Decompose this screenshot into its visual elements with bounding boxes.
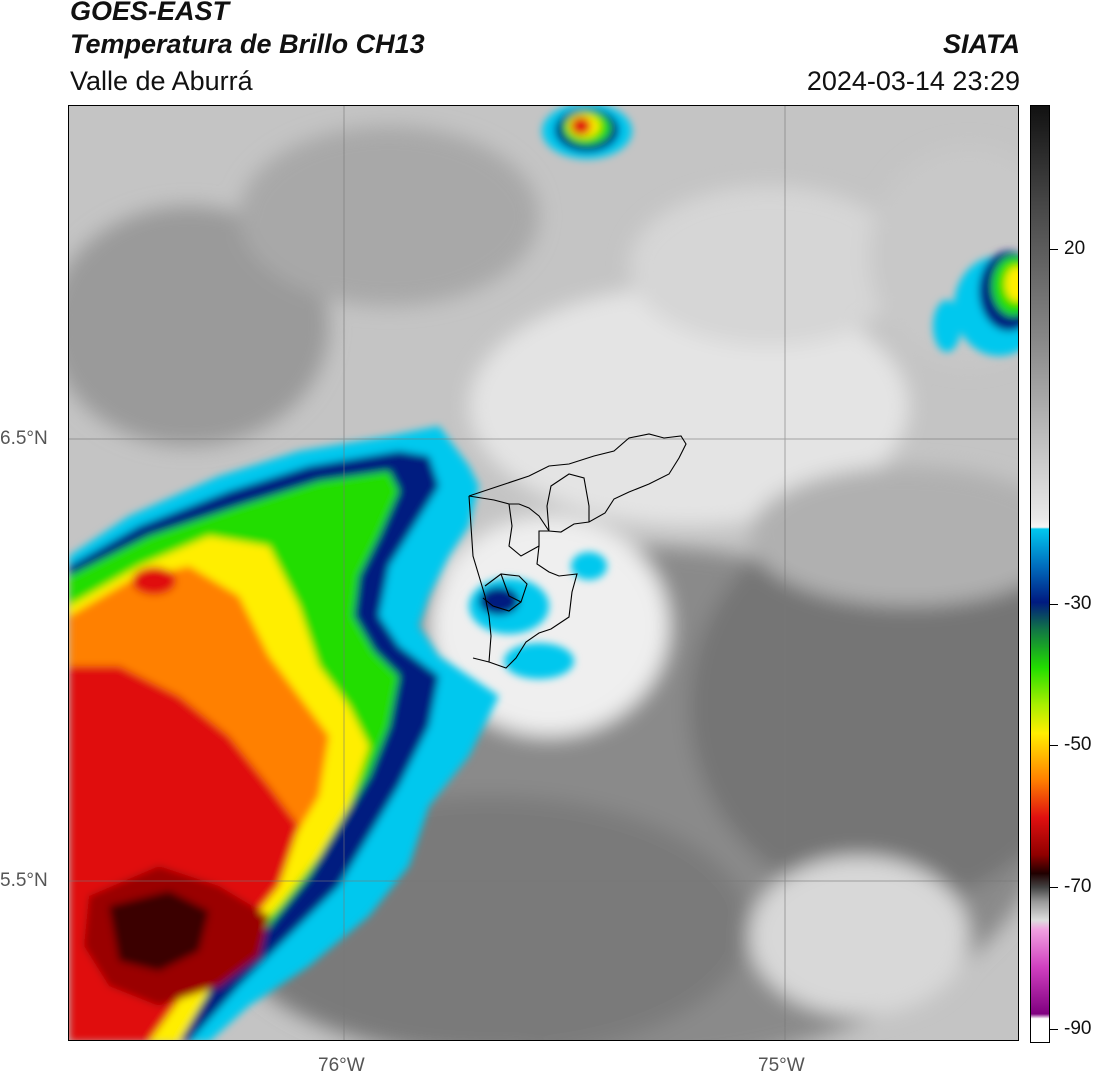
colorbar-tick-neg30 <box>1050 604 1058 606</box>
datetime-label: 2024-03-14 23:29 <box>806 66 1020 96</box>
colorbar-label-neg70: -70 <box>1064 876 1092 897</box>
lat-label-5-5: 5.5°N <box>0 870 48 891</box>
colorbar-label-neg30: -30 <box>1064 593 1092 614</box>
lon-label-76w: 76°W <box>318 1055 365 1076</box>
product-title: Temperatura de Brillo CH13 <box>70 29 425 59</box>
brightness-temperature-map[interactable] <box>68 105 1019 1041</box>
colorbar-label-20: 20 <box>1064 238 1086 259</box>
convective-system-west <box>69 426 499 1040</box>
satellite-title: GOES-EAST <box>70 0 230 26</box>
colorbar-tick-20 <box>1050 249 1058 251</box>
colorbar-label-neg90: -90 <box>1064 1018 1092 1039</box>
convective-cell-north <box>542 106 632 159</box>
warm-cloud-field <box>69 126 1018 1040</box>
temperature-colorbar <box>1030 105 1050 1043</box>
colorbar-tick-neg50 <box>1050 745 1058 747</box>
colorbar-label-neg50: -50 <box>1064 734 1092 755</box>
colorbar-tick-neg70 <box>1050 887 1058 889</box>
municipal-boundaries <box>468 433 687 669</box>
colorbar-tick-neg90 <box>1050 1029 1058 1031</box>
convective-cell-east <box>933 251 1018 356</box>
lon-label-75w: 75°W <box>758 1055 805 1076</box>
lat-label-6-5: 6.5°N <box>0 428 48 449</box>
organization-label: SIATA <box>943 29 1020 59</box>
map-grid <box>69 106 1018 1040</box>
map-canvas <box>69 106 1018 1040</box>
region-subtitle: Valle de Aburrá <box>70 66 253 96</box>
